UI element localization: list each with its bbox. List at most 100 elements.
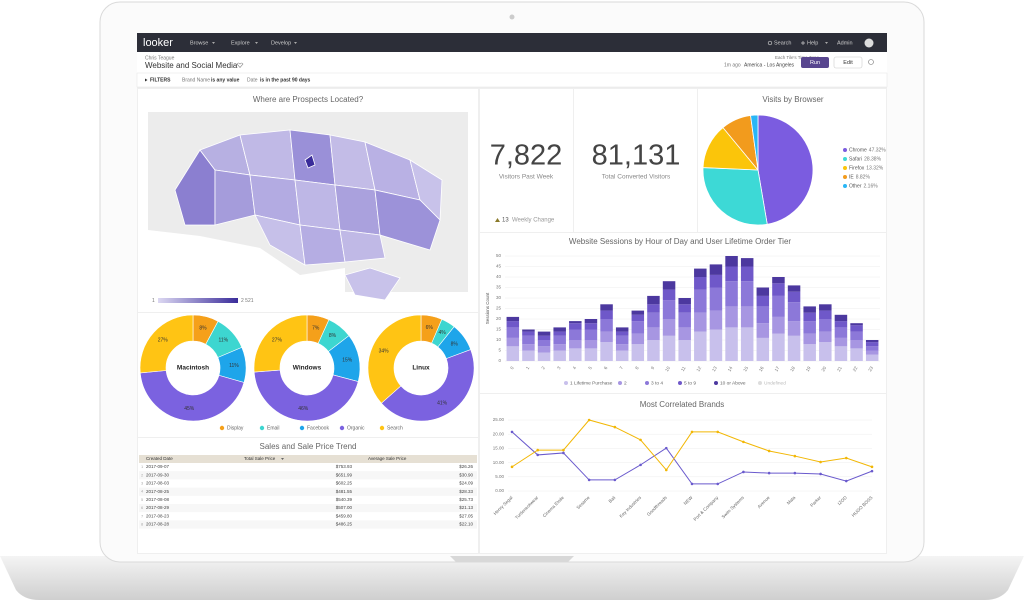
- logo[interactable]: looker: [143, 37, 173, 49]
- data-label: 4%: [438, 330, 446, 336]
- line-point: [587, 418, 591, 422]
- legend-label: IE: [849, 174, 854, 180]
- settings-icon[interactable]: [868, 59, 874, 65]
- bar-segment: [631, 310, 645, 315]
- legend-label: Other: [849, 183, 862, 189]
- run-button[interactable]: [801, 57, 829, 68]
- line-point: [742, 470, 745, 474]
- bar-segment: [631, 333, 645, 345]
- filter-condition[interactable]: is in the past 90 days: [260, 77, 311, 83]
- bar-segment: [662, 335, 676, 361]
- x-tick-label: 21: [836, 365, 843, 372]
- legend-swatch: [564, 381, 568, 385]
- row-stripe: [139, 487, 477, 496]
- bar-segment: [740, 266, 754, 282]
- change-value: 13: [502, 218, 509, 224]
- x-tick-label: 13: [711, 365, 718, 372]
- time-zone[interactable]: America - Los Angeles: [744, 62, 795, 68]
- donut-center-label: Linux: [412, 365, 430, 372]
- nav-menu[interactable]: Browse: [190, 40, 208, 46]
- column-header[interactable]: Total Sale Price: [244, 456, 276, 461]
- line-point: [613, 478, 617, 482]
- nav-admin[interactable]: Admin: [837, 40, 853, 46]
- line-point: [536, 448, 540, 452]
- bar-segment: [615, 327, 629, 332]
- legend-label: 5 to 9: [684, 380, 696, 386]
- row-number: 3: [141, 480, 144, 485]
- line-point: [510, 465, 514, 469]
- bar-segment: [756, 306, 770, 324]
- cell: $25.73: [459, 497, 473, 502]
- line-point: [510, 430, 514, 434]
- bar-segment: [522, 344, 535, 351]
- cell: 2017-08-28: [146, 522, 170, 527]
- favorite-icon[interactable]: [236, 62, 244, 68]
- column-header[interactable]: Created Date: [146, 456, 173, 461]
- bar-segment: [506, 346, 520, 361]
- nav-search[interactable]: Search: [774, 40, 791, 46]
- expand-icon[interactable]: [145, 78, 148, 82]
- edit-label[interactable]: Edit: [843, 60, 853, 66]
- tile: [574, 89, 697, 232]
- run-label[interactable]: Run: [810, 60, 820, 66]
- legend-label: 10 or Above: [720, 380, 746, 386]
- legend-label: Search: [387, 425, 403, 431]
- bar-segment: [522, 335, 535, 345]
- filters-label[interactable]: FILTERS: [150, 77, 171, 83]
- data-label: 27%: [158, 338, 169, 344]
- tz-note: Each Tile's Time Zone: [775, 55, 820, 60]
- column-header[interactable]: Average Sale Price: [368, 456, 407, 461]
- bar-segment: [506, 337, 520, 347]
- y-tick-label: 15: [496, 327, 502, 332]
- owner[interactable]: Chris Teague: [145, 55, 175, 61]
- legend-label: Safari: [849, 156, 862, 162]
- line-point: [793, 454, 797, 458]
- nav-menu[interactable]: Explore: [231, 40, 250, 46]
- data-label: 34%: [379, 349, 390, 355]
- bar-segment: [600, 331, 613, 343]
- bar-segment: [600, 342, 613, 361]
- bar-segment: [678, 340, 691, 361]
- data-label: 41%: [437, 400, 448, 406]
- bar-segment: [834, 337, 848, 347]
- legend-label: Organic: [347, 425, 365, 431]
- cell: $22.10: [459, 522, 473, 527]
- avatar[interactable]: [864, 38, 874, 48]
- line-point: [819, 472, 822, 476]
- bar-segment: [584, 348, 598, 361]
- plus-icon: [801, 41, 805, 45]
- bar-segment: [647, 304, 660, 313]
- legend-label: Chrome: [849, 147, 867, 153]
- x-tick-label: 14: [727, 365, 734, 372]
- bar-segment: [647, 340, 660, 361]
- y-tick-label: 20: [496, 316, 502, 321]
- bar-segment: [694, 289, 707, 313]
- filter-condition[interactable]: is any value: [211, 77, 240, 83]
- line-point: [587, 478, 591, 482]
- bar-segment: [819, 319, 832, 332]
- bar-segment: [819, 310, 832, 319]
- bar-segment: [569, 348, 582, 361]
- donut-segment: [139, 370, 245, 422]
- x-tick-label: 22: [852, 365, 859, 372]
- legend-label: Undefined: [764, 380, 786, 386]
- cell: $486.25: [336, 522, 353, 527]
- x-tick-label: 11: [680, 365, 687, 372]
- y-tick-label: 25: [496, 306, 502, 311]
- edit-button[interactable]: [833, 56, 863, 69]
- updated: 1m ago: [724, 62, 741, 68]
- x-tick-label: 4: [572, 365, 578, 370]
- laptop-base: [0, 556, 1024, 600]
- nav-menu[interactable]: Develop: [271, 40, 291, 46]
- cell: $602.25: [336, 481, 353, 486]
- x-tick-label: 19: [805, 365, 812, 372]
- line-point: [716, 430, 720, 434]
- nav-help[interactable]: Help: [807, 40, 818, 46]
- cell: $27.05: [459, 513, 473, 518]
- x-tick-label: 6: [603, 365, 609, 370]
- y-tick-label: 20.00: [493, 431, 505, 436]
- filter-bar: [136, 72, 888, 88]
- x-tick-label: Bali: [608, 495, 617, 504]
- bar-segment: [865, 350, 879, 355]
- x-tick-label: 2: [540, 365, 546, 370]
